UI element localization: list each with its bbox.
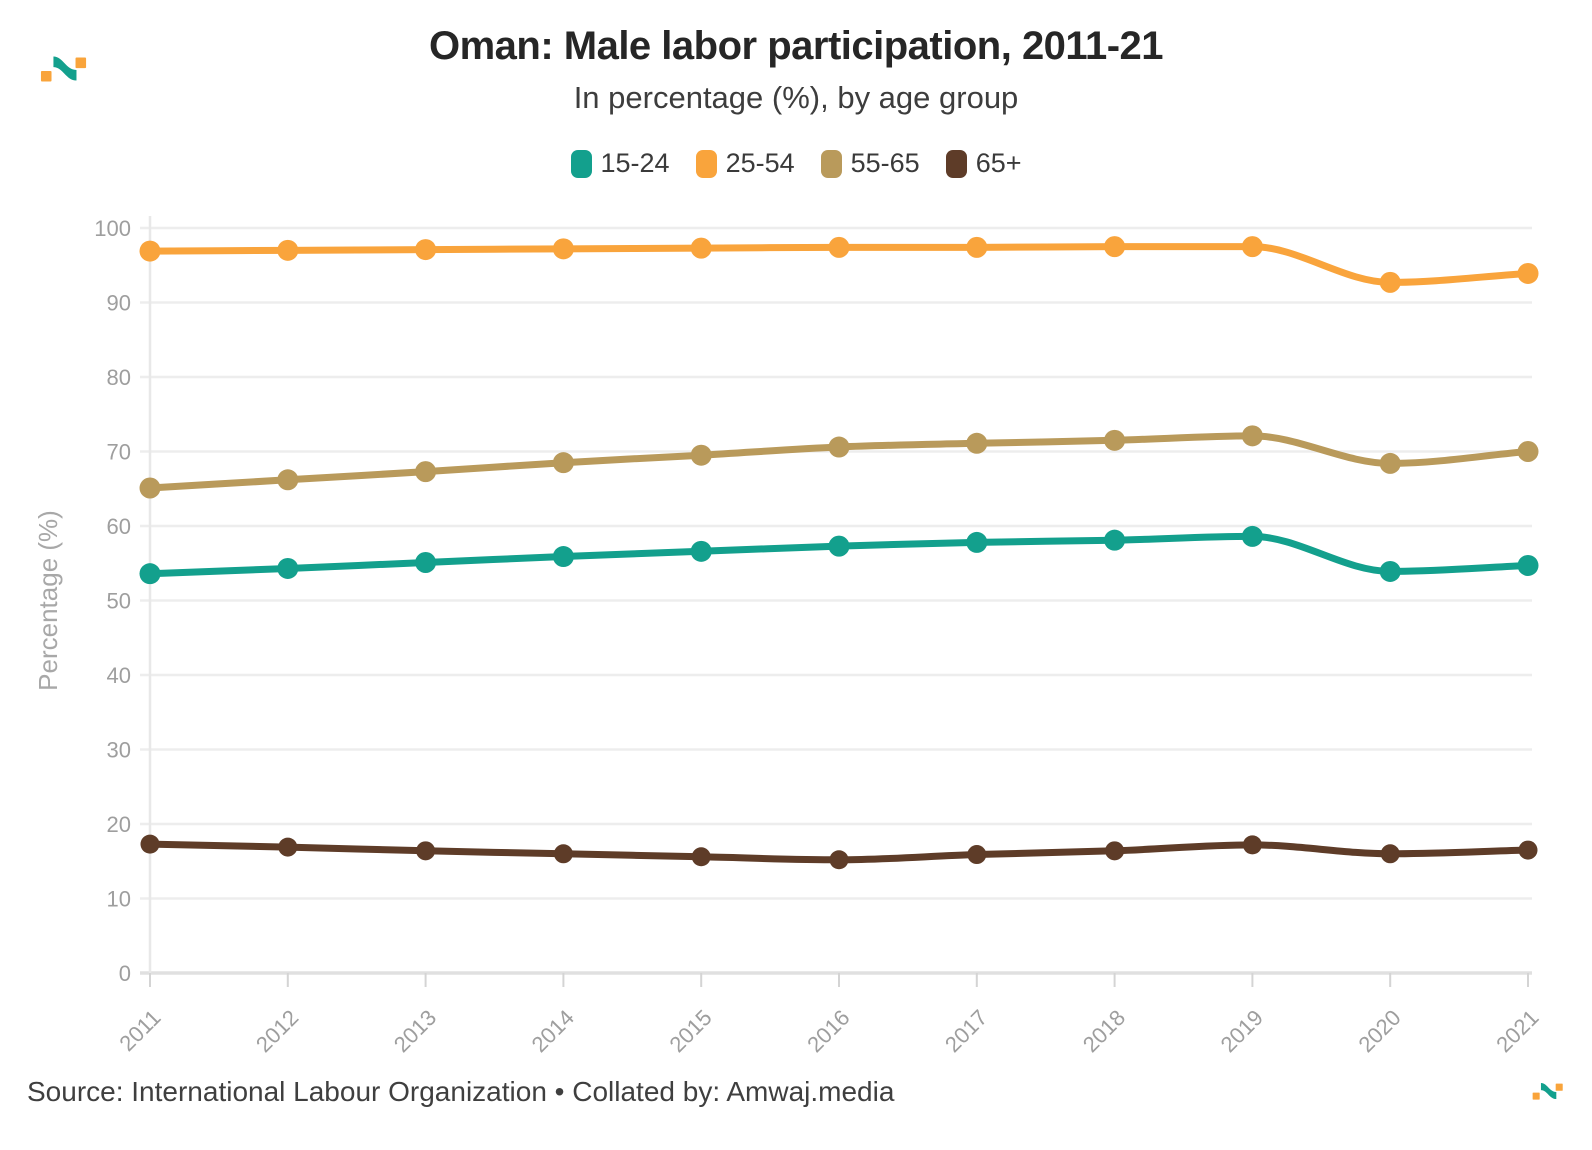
data-point-55-65-2019[interactable] — [1241, 425, 1263, 447]
data-point-15-24-2017[interactable] — [966, 531, 988, 553]
y-tick-label: 60 — [107, 514, 131, 539]
data-point-25-54-2017[interactable] — [966, 236, 988, 258]
x-tick-label: 2016 — [802, 1005, 854, 1057]
x-tick-label: 2014 — [527, 1005, 579, 1057]
amwaj-logo — [40, 56, 87, 82]
legend-swatch-65plus — [945, 149, 967, 178]
logo-wave — [1540, 1083, 1557, 1100]
amwaj-logo-small — [1532, 1083, 1563, 1100]
data-point-15-24-2020[interactable] — [1379, 560, 1401, 582]
data-point-15-24-2021[interactable] — [1517, 554, 1539, 576]
x-tick-label: 2011 — [114, 1005, 165, 1056]
data-point-25-54-2014[interactable] — [552, 238, 574, 260]
y-tick-label: 20 — [107, 812, 131, 837]
data-point-15-24-2013[interactable] — [415, 552, 437, 574]
y-tick-label: 40 — [107, 663, 131, 688]
x-tick-label: 2020 — [1353, 1005, 1405, 1057]
legend-item-65plus[interactable]: 65+ — [945, 148, 1022, 179]
data-point-25-54-2020[interactable] — [1379, 271, 1401, 293]
y-tick-label: 80 — [107, 365, 131, 390]
data-point-25-54-2016[interactable] — [828, 236, 850, 258]
x-tick-label: 2017 — [940, 1005, 992, 1057]
data-point-25-54-2015[interactable] — [690, 237, 712, 259]
legend-label: 65+ — [975, 148, 1022, 178]
data-point-25-54-2018[interactable] — [1104, 236, 1126, 258]
data-point-55-65-2013[interactable] — [415, 461, 437, 483]
data-point-25-54-2011[interactable] — [139, 240, 161, 262]
data-point-55-65-2015[interactable] — [690, 444, 712, 466]
data-point-55-65-2016[interactable] — [828, 436, 850, 458]
data-point-65+-2015[interactable] — [691, 847, 711, 867]
legend-label: 25-54 — [725, 148, 795, 178]
data-point-55-65-2011[interactable] — [139, 477, 161, 499]
legend-item-25-54[interactable]: 25-54 — [695, 148, 795, 179]
legend: 15-24 25-54 55-65 65+ — [0, 148, 1592, 179]
data-point-65+-2019[interactable] — [1242, 835, 1262, 855]
data-point-65+-2017[interactable] — [967, 845, 987, 865]
x-tick-label: 2021 — [1491, 1005, 1543, 1057]
legend-swatch-25-54 — [695, 149, 717, 178]
data-point-15-24-2015[interactable] — [690, 540, 712, 562]
x-tick-label: 2012 — [251, 1005, 303, 1057]
y-tick-label: 50 — [107, 589, 131, 614]
data-point-65+-2018[interactable] — [1105, 841, 1125, 861]
legend-item-15-24[interactable]: 15-24 — [570, 148, 670, 179]
y-axis-title: Percentage (%) — [33, 510, 63, 691]
data-point-55-65-2014[interactable] — [552, 452, 574, 474]
data-point-65+-2020[interactable] — [1380, 844, 1400, 864]
data-point-15-24-2016[interactable] — [828, 535, 850, 557]
data-point-55-65-2020[interactable] — [1379, 452, 1401, 474]
data-point-55-65-2012[interactable] — [277, 469, 299, 491]
y-tick-label: 10 — [107, 887, 131, 912]
chart-title: Oman: Male labor participation, 2011-21 — [428, 24, 1164, 68]
data-point-15-24-2014[interactable] — [552, 546, 574, 568]
data-point-15-24-2012[interactable] — [277, 557, 299, 579]
legend-item-55-65[interactable]: 55-65 — [820, 148, 920, 179]
source-note: Source: International Labour Organizatio… — [27, 1076, 895, 1107]
legend-swatch-55-65 — [820, 149, 842, 178]
y-tick-label: 0 — [119, 961, 131, 986]
data-point-55-65-2021[interactable] — [1517, 441, 1539, 462]
logo-square-right — [1555, 1083, 1563, 1091]
data-point-65+-2011[interactable] — [140, 834, 160, 854]
x-tick-label: 2013 — [389, 1005, 441, 1057]
x-tick-label: 2019 — [1216, 1005, 1268, 1057]
y-tick-label: 30 — [107, 738, 131, 763]
legend-label: 15-24 — [600, 148, 670, 178]
legend-label: 55-65 — [850, 148, 920, 178]
data-point-15-24-2018[interactable] — [1104, 529, 1126, 551]
data-point-15-24-2019[interactable] — [1241, 525, 1263, 547]
logo-square-left — [1532, 1092, 1540, 1100]
line-chart-plot: 0 10 20 30 40 50 60 70 80 90 100 2011 2012 2013 2014 20… — [33, 216, 1544, 1057]
logo-square-left — [40, 70, 52, 82]
y-tick-label: 100 — [94, 216, 131, 241]
data-point-25-54-2021[interactable] — [1517, 262, 1539, 284]
data-point-65+-2012[interactable] — [278, 837, 298, 857]
data-point-15-24-2011[interactable] — [139, 563, 161, 585]
y-tick-label: 90 — [107, 291, 131, 316]
x-tick-label: 2015 — [664, 1005, 716, 1057]
data-point-25-54-2019[interactable] — [1241, 236, 1263, 258]
chart-subtitle: In percentage (%), by age group — [573, 80, 1019, 115]
legend-swatch-15-24 — [570, 149, 592, 178]
logo-square-right — [75, 57, 87, 69]
data-point-25-54-2012[interactable] — [277, 239, 299, 261]
y-tick-label: 70 — [107, 440, 131, 465]
logo-wave — [53, 56, 77, 81]
data-point-55-65-2017[interactable] — [966, 432, 988, 454]
data-point-55-65-2018[interactable] — [1104, 429, 1126, 451]
data-point-65+-2021[interactable] — [1518, 840, 1538, 860]
data-point-65+-2016[interactable] — [829, 850, 849, 870]
data-point-65+-2013[interactable] — [416, 841, 436, 861]
x-tick-label: 2018 — [1078, 1005, 1130, 1057]
data-point-25-54-2013[interactable] — [415, 239, 437, 261]
data-point-65+-2014[interactable] — [553, 844, 573, 864]
